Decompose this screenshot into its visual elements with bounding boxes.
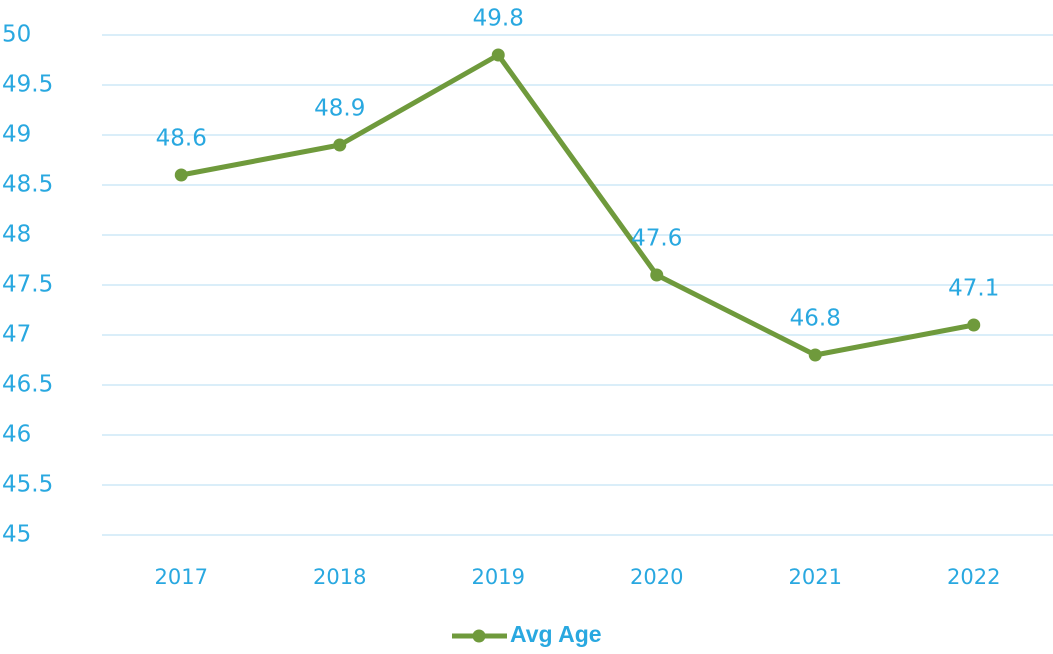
y-tick-label: 45.5: [2, 472, 53, 498]
y-tick-label: 47: [2, 322, 31, 348]
data-point: [174, 168, 188, 182]
y-tick-label: 45: [2, 522, 31, 548]
x-tick-label: 2022: [947, 565, 1000, 589]
legend-marker: [472, 629, 486, 643]
y-tick-label: 46: [2, 422, 31, 448]
data-label: 46.8: [790, 306, 841, 332]
x-tick-label: 2017: [155, 565, 208, 589]
legend-label: Avg Age: [510, 621, 602, 647]
y-tick-label: 46.5: [2, 372, 53, 398]
data-label: 47.1: [948, 276, 999, 302]
data-label: 48.9: [314, 96, 365, 122]
y-tick-label: 49.5: [2, 72, 53, 98]
data-label: 48.6: [156, 126, 207, 152]
data-label: 47.6: [631, 226, 682, 252]
data-point: [333, 138, 347, 152]
data-point: [491, 48, 505, 62]
data-point: [967, 318, 981, 332]
data-label: 49.8: [473, 6, 524, 32]
data-point: [650, 268, 664, 282]
y-tick-label: 48.5: [2, 172, 53, 198]
y-tick-label: 48: [2, 222, 31, 248]
y-tick-label: 50: [2, 22, 31, 48]
data-line: [180, 52, 975, 358]
x-tick-label: 2020: [630, 565, 683, 589]
y-tick-label: 47.5: [2, 272, 53, 298]
x-tick-label: 2019: [472, 565, 525, 589]
x-tick-label: 2021: [789, 565, 842, 589]
y-tick-label: 49: [2, 122, 31, 148]
x-tick-label: 2018: [313, 565, 366, 589]
data-point: [808, 348, 822, 362]
